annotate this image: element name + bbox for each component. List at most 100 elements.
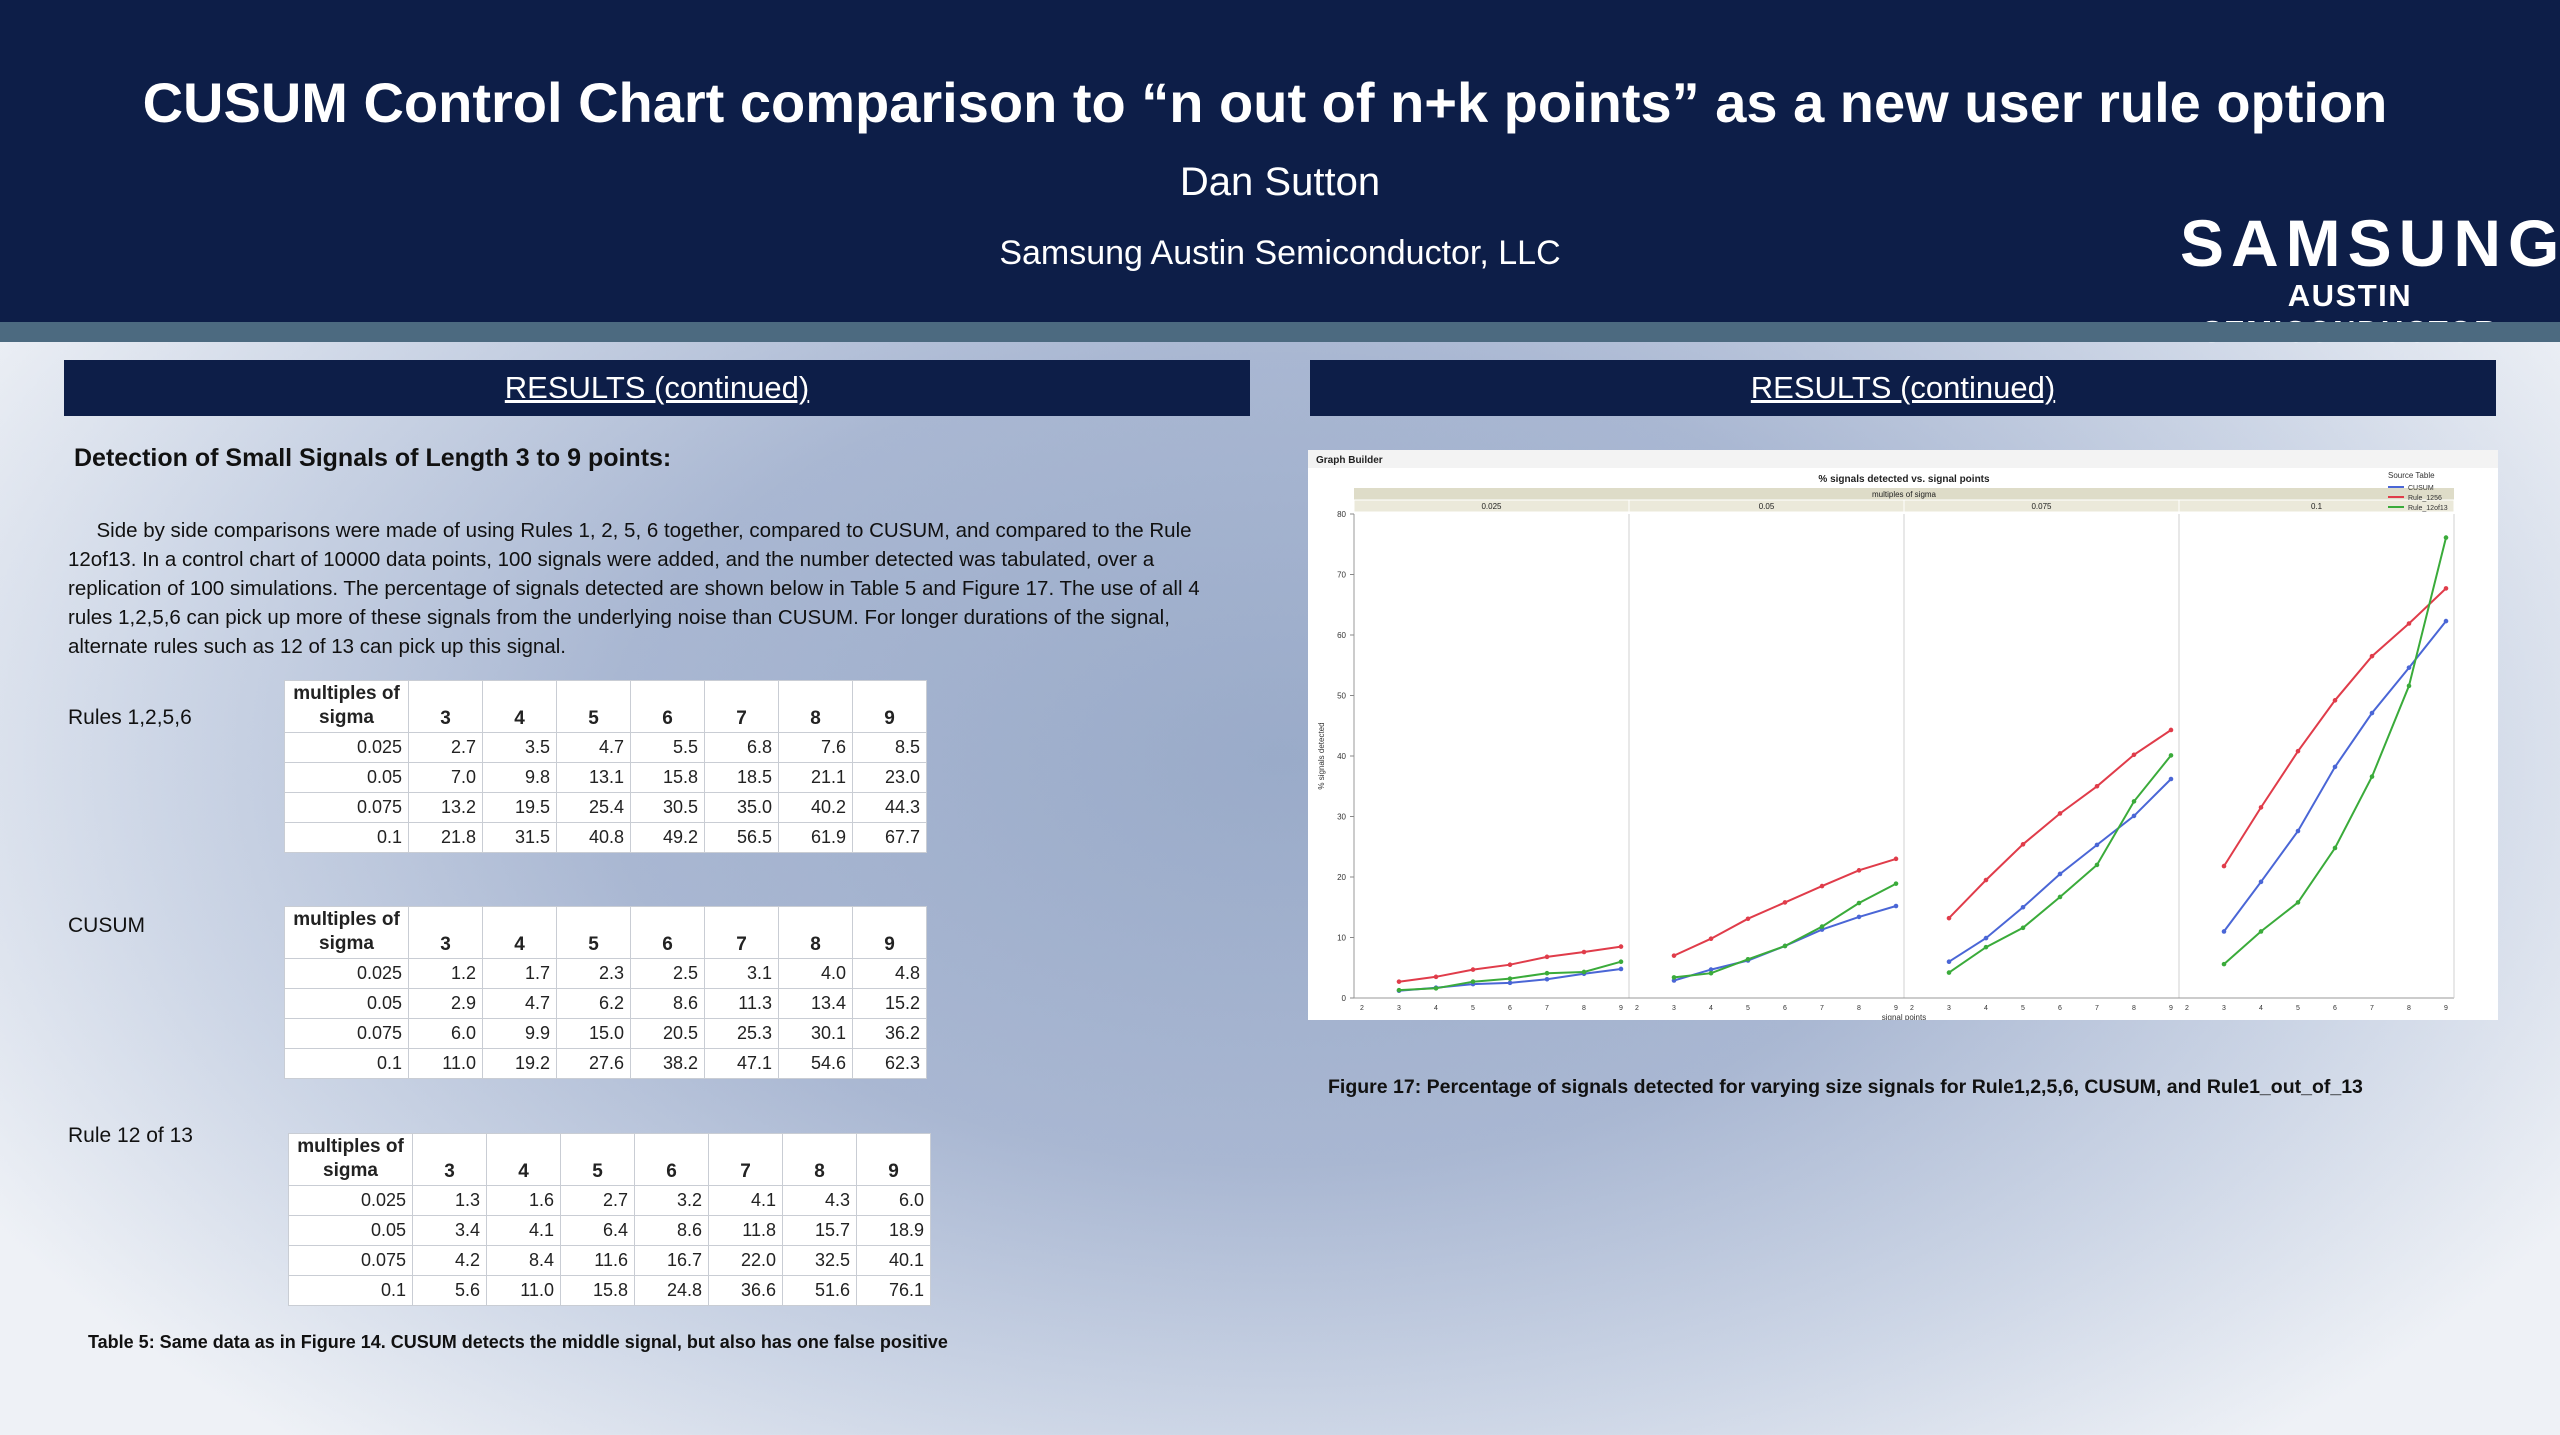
data-point bbox=[1708, 936, 1714, 942]
poster-header: CUSUM Control Chart comparison to “n out… bbox=[0, 0, 2560, 349]
value-cell: 1.6 bbox=[486, 1185, 561, 1216]
value-cell: 5.5 bbox=[630, 732, 705, 763]
data-point bbox=[2406, 683, 2412, 689]
value-cell: 16.7 bbox=[634, 1245, 709, 1276]
x-tick-label: 3 bbox=[1672, 1005, 1676, 1012]
data-point bbox=[1618, 944, 1624, 949]
value-cell: 11.8 bbox=[708, 1215, 783, 1246]
column-header: 6 bbox=[630, 906, 705, 959]
data-point bbox=[2443, 618, 2449, 624]
value-cell: 3.5 bbox=[482, 732, 557, 763]
table-row: 0.075 6.0 9.9 15.0 20.5 25.3 30.1 36.2 bbox=[284, 1018, 927, 1049]
data-point bbox=[1745, 916, 1751, 922]
value-cell: 8.6 bbox=[634, 1215, 709, 1246]
column-header: 5 bbox=[556, 906, 631, 959]
data-point bbox=[2332, 764, 2338, 770]
table-row: 0.1 21.8 31.5 40.8 49.2 56.5 61.9 67.7 bbox=[284, 822, 927, 853]
data-point bbox=[1983, 944, 1989, 950]
value-cell: 18.9 bbox=[856, 1215, 931, 1246]
value-cell: 40.8 bbox=[556, 822, 631, 853]
column-header: 7 bbox=[708, 1133, 783, 1186]
x-tick-label: 4 bbox=[1984, 1005, 1988, 1012]
value-cell: 9.8 bbox=[482, 762, 557, 793]
data-point bbox=[1708, 967, 1714, 972]
value-cell: 11.0 bbox=[408, 1048, 483, 1079]
data-point bbox=[1581, 949, 1587, 955]
data-point bbox=[1782, 943, 1788, 949]
data-point bbox=[2131, 799, 2137, 804]
data-point bbox=[1544, 976, 1550, 982]
graph-builder-toolbar bbox=[1308, 450, 2498, 468]
value-cell: 4.0 bbox=[778, 958, 853, 989]
sigma-cell: 0.075 bbox=[284, 792, 409, 823]
x-tick-label: 4 bbox=[1434, 1005, 1438, 1012]
x-tick-label: 8 bbox=[2132, 1005, 2136, 1012]
value-cell: 3.1 bbox=[704, 958, 779, 989]
column-header-sigma: multiples of sigma bbox=[284, 680, 409, 733]
data-point bbox=[2295, 828, 2301, 834]
x-tick-label: 9 bbox=[1619, 1005, 1623, 1012]
x-tick-label: 7 bbox=[1820, 1005, 1824, 1012]
chart-svg: Graph Builder % signals detected vs. sign… bbox=[1308, 450, 2498, 1022]
value-cell: 6.2 bbox=[556, 988, 631, 1019]
data-point bbox=[1893, 881, 1899, 886]
x-tick-label: 6 bbox=[2333, 1005, 2337, 1012]
y-tick-label: 40 bbox=[1337, 752, 1346, 761]
data-point bbox=[1470, 979, 1476, 984]
column-header: 8 bbox=[778, 680, 853, 733]
data-point bbox=[1856, 900, 1862, 906]
data-point bbox=[2131, 813, 2137, 819]
x-tick-label: 9 bbox=[2169, 1005, 2173, 1012]
data-point bbox=[1396, 987, 1402, 993]
body-paragraph-text: Side by side comparisons were made of us… bbox=[68, 519, 1200, 658]
y-tick-label: 80 bbox=[1337, 510, 1346, 519]
panel-group-header bbox=[1354, 488, 2454, 500]
results-bar-left: RESULTS (continued) bbox=[64, 360, 1250, 416]
sigma-cell: 0.05 bbox=[284, 988, 409, 1019]
sigma-cell: 0.075 bbox=[288, 1245, 413, 1276]
data-point bbox=[1507, 980, 1513, 986]
body-paragraph: Side by side comparisons were made of us… bbox=[68, 516, 1248, 661]
value-cell: 62.3 bbox=[852, 1048, 927, 1079]
value-cell: 7.0 bbox=[408, 762, 483, 793]
value-cell: 19.5 bbox=[482, 792, 557, 823]
sigma-cell: 0.025 bbox=[284, 958, 409, 989]
table-label-rule-12of13: Rule 12 of 13 bbox=[68, 1124, 193, 1147]
value-cell: 1.7 bbox=[482, 958, 557, 989]
value-cell: 15.0 bbox=[556, 1018, 631, 1049]
data-point bbox=[2168, 727, 2174, 733]
value-cell: 25.3 bbox=[704, 1018, 779, 1049]
value-cell: 6.8 bbox=[704, 732, 779, 763]
column-header: 4 bbox=[482, 906, 557, 959]
value-cell: 4.7 bbox=[556, 732, 631, 763]
column-header-sigma: multiples of sigma bbox=[288, 1133, 413, 1186]
data-point bbox=[2221, 863, 2227, 869]
x-tick-label: 5 bbox=[2021, 1005, 2025, 1012]
value-cell: 54.6 bbox=[778, 1048, 853, 1079]
data-point bbox=[1671, 975, 1677, 980]
value-cell: 4.8 bbox=[852, 958, 927, 989]
data-point bbox=[2057, 894, 2063, 900]
value-cell: 2.9 bbox=[408, 988, 483, 1019]
data-point bbox=[1782, 900, 1788, 905]
data-point bbox=[2258, 929, 2264, 934]
data-point bbox=[1470, 967, 1476, 972]
x-tick-label: 3 bbox=[1397, 1005, 1401, 1012]
column-header: 6 bbox=[634, 1133, 709, 1186]
x-tick-label: 4 bbox=[2259, 1005, 2263, 1012]
x-tick-label: 2 bbox=[1360, 1005, 1364, 1012]
x-tick-label: 6 bbox=[1508, 1005, 1512, 1012]
value-cell: 31.5 bbox=[482, 822, 557, 853]
data-point bbox=[1581, 969, 1587, 975]
sigma-cell: 0.05 bbox=[288, 1215, 413, 1246]
data-point bbox=[1618, 966, 1624, 972]
table-row: 0.05 2.9 4.7 6.2 8.6 11.3 13.4 15.2 bbox=[284, 988, 927, 1019]
value-cell: 13.1 bbox=[556, 762, 631, 793]
data-point bbox=[2094, 783, 2100, 789]
data-point bbox=[2369, 653, 2375, 659]
x-tick-label: 5 bbox=[1746, 1005, 1750, 1012]
sigma-cell: 0.025 bbox=[284, 732, 409, 763]
value-cell: 2.7 bbox=[408, 732, 483, 763]
x-tick-label: 2 bbox=[1910, 1005, 1914, 1012]
table-row: 0.075 4.2 8.4 11.6 16.7 22.0 32.5 40.1 bbox=[288, 1245, 931, 1276]
